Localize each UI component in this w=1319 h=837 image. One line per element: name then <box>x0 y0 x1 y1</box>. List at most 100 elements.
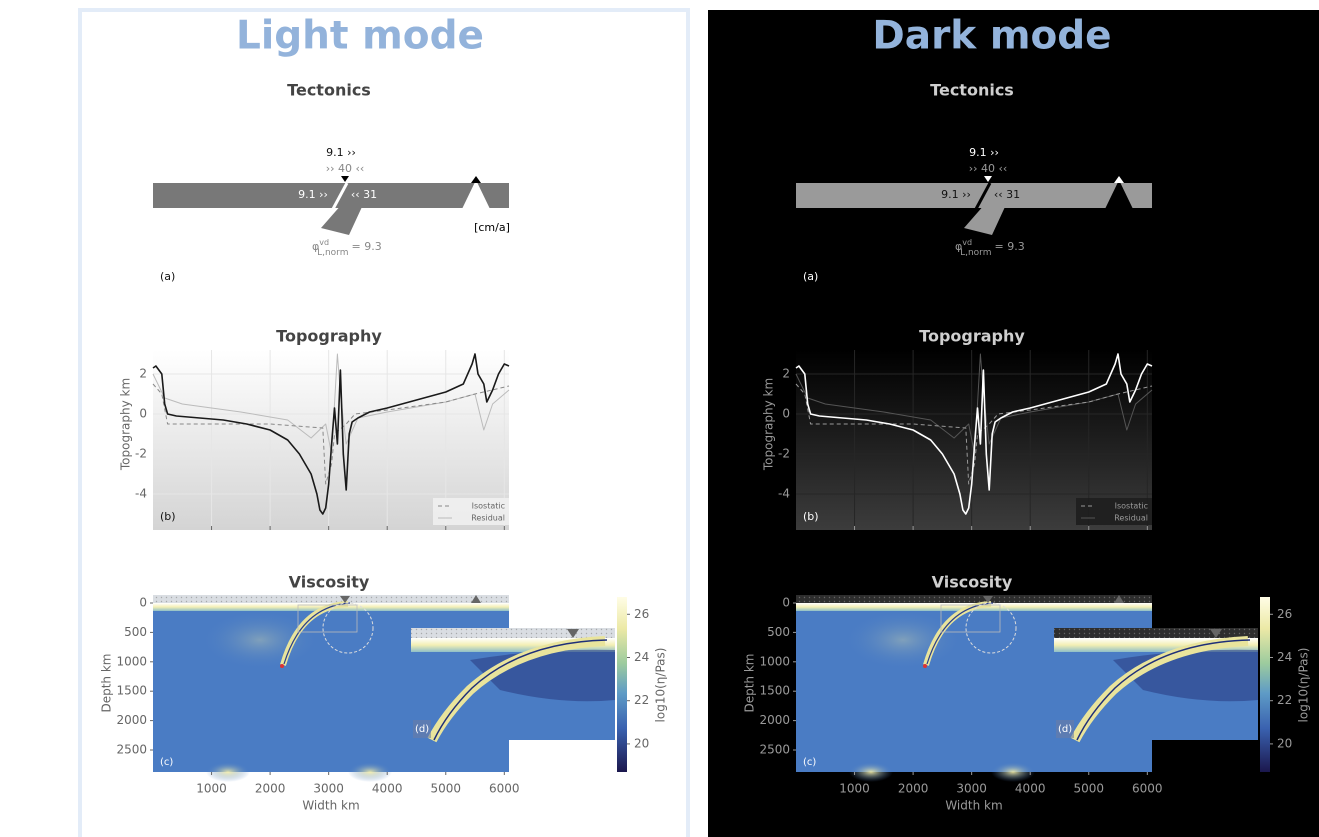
value-text: = 9.3 <box>351 240 381 253</box>
subplot-title: Topography <box>919 327 1025 346</box>
colorbar-tick-label: 24 <box>634 650 649 664</box>
y-tick-label: 1000 <box>759 654 790 668</box>
y-axis-label: Topography km <box>119 378 133 471</box>
annotation: 9.1 ›› <box>941 188 971 201</box>
series-line <box>795 353 1153 515</box>
mountain-marker <box>471 176 481 183</box>
zoom-box <box>940 604 1001 633</box>
panel-content: Tectonics 9.1 ›› ›› 40 ‹‹ 9.1 ›› ‹‹ 31 [cm/a]… <box>743 81 1311 813</box>
parameter: φvd L,norm = 9.3 <box>955 238 1025 258</box>
zoom-box <box>297 604 358 633</box>
colorbar-label: log10(η/Pas) <box>1297 648 1311 723</box>
slab <box>964 196 1010 235</box>
inset-slab-core <box>1076 639 1251 741</box>
legend-label: Residual <box>1114 514 1148 523</box>
sticky-air-dots <box>153 595 509 603</box>
x-tick-label: 1000 <box>839 782 870 796</box>
annotation: 9.1 ›› <box>326 146 356 159</box>
y-tick-label: 0 <box>782 595 790 609</box>
colorbar-tick-label: 22 <box>634 693 649 707</box>
trench-gap <box>331 182 349 210</box>
subplot-title: Viscosity <box>932 573 1013 592</box>
colorbar-tick-label: 20 <box>1277 736 1292 750</box>
colorbar-tick-label: 26 <box>634 607 649 621</box>
legend-label: Isostatic <box>472 502 505 511</box>
series-line <box>152 353 510 515</box>
panel-label: (c) <box>803 757 816 768</box>
glow <box>991 762 1035 782</box>
colorbar <box>617 597 627 772</box>
mountain-marker <box>471 595 481 603</box>
y-tick-label: -4 <box>778 487 790 501</box>
x-tick-label: 3000 <box>313 782 344 796</box>
glow <box>348 762 392 782</box>
y-axis-label: Topography km <box>762 378 776 471</box>
notch <box>462 180 490 209</box>
colorbar-tick-label: 20 <box>634 736 649 750</box>
trench-marker <box>983 596 993 603</box>
annotation: ‹‹ 31 <box>351 188 377 201</box>
trench-marker <box>341 176 349 182</box>
x-tick-label: 6000 <box>1132 782 1163 796</box>
y-tick-label: 1500 <box>759 684 790 698</box>
annotation: [cm/a] <box>474 221 510 234</box>
y-tick-label: 0 <box>139 595 147 609</box>
mountain-marker <box>1114 176 1124 183</box>
x-tick-label: 4000 <box>1015 782 1046 796</box>
panel-label: (c) <box>160 757 173 768</box>
annotation: ›› 40 ‹‹ <box>326 162 365 175</box>
plate <box>153 183 509 208</box>
y-tick-label: 0 <box>782 407 790 421</box>
inset-air-dots <box>1054 628 1258 638</box>
glow <box>849 762 893 782</box>
y-tick-label: -2 <box>778 447 790 461</box>
y-tick-label: 2000 <box>759 713 790 727</box>
legend-box <box>433 498 509 525</box>
y-tick-label: 2 <box>139 367 147 381</box>
series-line <box>152 353 510 455</box>
subplot-title: Viscosity <box>289 573 370 592</box>
series-line <box>795 353 1153 455</box>
y-tick-label: 500 <box>767 625 790 639</box>
slab-core <box>283 602 351 665</box>
y-tick-label: -2 <box>135 447 147 461</box>
annotation: 9.1 ›› <box>969 146 999 159</box>
series-line <box>795 383 1153 485</box>
panel-label: (d) <box>415 724 429 735</box>
colorbar <box>1260 597 1270 772</box>
inset-label-box <box>413 720 431 738</box>
notch <box>1105 180 1133 209</box>
annotation: [cm/a] <box>1117 221 1153 234</box>
zoom-circle <box>965 602 1017 654</box>
y-tick-label: -4 <box>135 487 147 501</box>
value-text: = 9.3 <box>994 240 1024 253</box>
y-tick-label: 2500 <box>759 743 790 757</box>
slab-tip <box>280 664 284 668</box>
y-tick-label: 2500 <box>116 743 147 757</box>
sticky-air-dots <box>796 595 1152 603</box>
x-axis-label: Width km <box>302 799 359 813</box>
zoom-circle <box>322 602 374 654</box>
x-tick-label: 3000 <box>956 782 987 796</box>
y-axis-label: Depth km <box>100 653 114 712</box>
trench-marker <box>340 596 350 603</box>
glow <box>843 610 963 670</box>
y-tick-label: 0 <box>139 407 147 421</box>
y-axis-label: Depth km <box>743 653 757 712</box>
x-tick-label: 1000 <box>196 782 227 796</box>
slab-core <box>926 602 994 665</box>
x-tick-label: 5000 <box>430 782 461 796</box>
x-tick-label: 2000 <box>898 782 929 796</box>
inset-slab-core <box>433 639 608 741</box>
inset-air-dots <box>411 628 615 638</box>
series-line <box>152 383 510 485</box>
subplot-title: Topography <box>276 327 382 346</box>
annotation: ›› 40 ‹‹ <box>969 162 1008 175</box>
plate <box>796 183 1152 208</box>
panel-title: Dark mode <box>872 14 1111 59</box>
x-tick-label: 6000 <box>489 782 520 796</box>
glow <box>200 610 320 670</box>
y-tick-label: 2 <box>782 367 790 381</box>
slab <box>321 196 367 235</box>
